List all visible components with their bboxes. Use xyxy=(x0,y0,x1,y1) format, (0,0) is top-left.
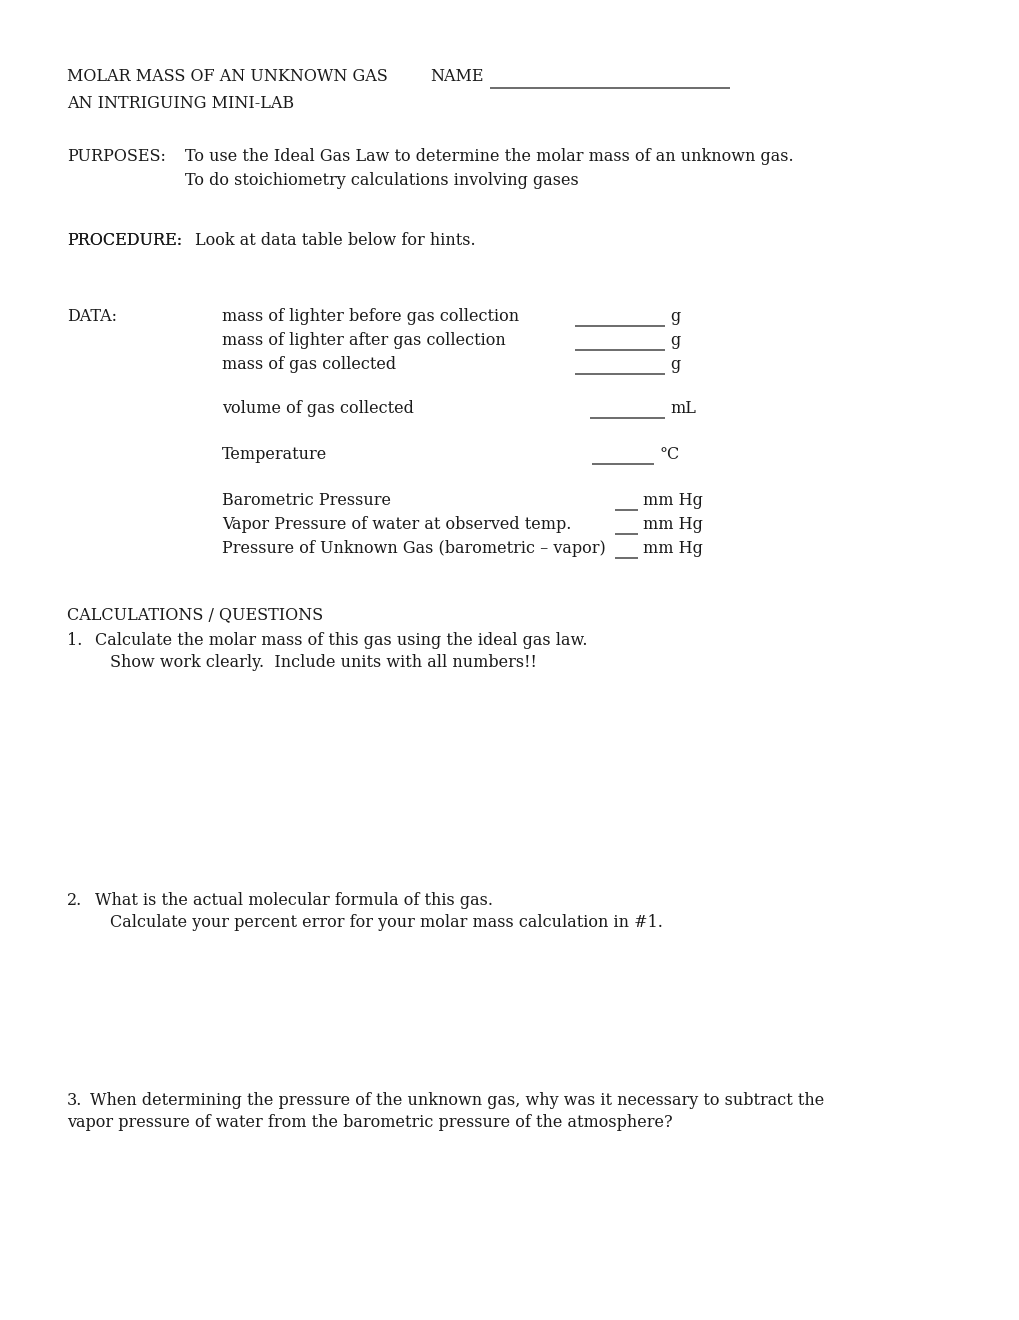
Text: To do stoichiometry calculations involving gases: To do stoichiometry calculations involvi… xyxy=(184,172,578,189)
Text: PROCEDURE:: PROCEDURE: xyxy=(67,232,182,249)
Text: NAME: NAME xyxy=(430,69,483,84)
Text: Barometric Pressure: Barometric Pressure xyxy=(222,492,390,510)
Text: Calculate the molar mass of this gas using the ideal gas law.: Calculate the molar mass of this gas usi… xyxy=(95,632,587,649)
Text: g: g xyxy=(669,308,680,325)
Text: vapor pressure of water from the barometric pressure of the atmosphere?: vapor pressure of water from the baromet… xyxy=(67,1114,672,1131)
Text: To use the Ideal Gas Law to determine the molar mass of an unknown gas.: To use the Ideal Gas Law to determine th… xyxy=(184,148,793,165)
Text: mm Hg: mm Hg xyxy=(642,492,702,510)
Text: 3.: 3. xyxy=(67,1092,83,1109)
Text: CALCULATIONS / QUESTIONS: CALCULATIONS / QUESTIONS xyxy=(67,606,323,623)
Text: Show work clearly.  Include units with all numbers!!: Show work clearly. Include units with al… xyxy=(110,653,536,671)
Text: mass of gas collected: mass of gas collected xyxy=(222,356,395,374)
Text: g: g xyxy=(669,356,680,374)
Text: Pressure of Unknown Gas (barometric – vapor): Pressure of Unknown Gas (barometric – va… xyxy=(222,540,605,557)
Text: volume of gas collected: volume of gas collected xyxy=(222,400,414,417)
Text: Calculate your percent error for your molar mass calculation in #1.: Calculate your percent error for your mo… xyxy=(110,913,662,931)
Text: mm Hg: mm Hg xyxy=(642,540,702,557)
Text: mass of lighter before gas collection: mass of lighter before gas collection xyxy=(222,308,519,325)
Text: mL: mL xyxy=(669,400,695,417)
Text: °C: °C xyxy=(659,446,680,463)
Text: PURPOSES:: PURPOSES: xyxy=(67,148,166,165)
Text: mass of lighter after gas collection: mass of lighter after gas collection xyxy=(222,333,505,348)
Text: 2.: 2. xyxy=(67,892,83,909)
Text: PROCEDURE:: PROCEDURE: xyxy=(67,232,182,249)
Text: 1.: 1. xyxy=(67,632,83,649)
Text: g: g xyxy=(669,333,680,348)
Text: What is the actual molecular formula of this gas.: What is the actual molecular formula of … xyxy=(95,892,492,909)
Text: mm Hg: mm Hg xyxy=(642,516,702,533)
Text: Look at data table below for hints.: Look at data table below for hints. xyxy=(195,232,475,249)
Text: Temperature: Temperature xyxy=(222,446,327,463)
Text: AN INTRIGUING MINI-LAB: AN INTRIGUING MINI-LAB xyxy=(67,95,293,112)
Text: Vapor Pressure of water at observed temp.: Vapor Pressure of water at observed temp… xyxy=(222,516,571,533)
Text: DATA:: DATA: xyxy=(67,308,117,325)
Text: When determining the pressure of the unknown gas, why was it necessary to subtra: When determining the pressure of the unk… xyxy=(90,1092,823,1109)
Text: MOLAR MASS OF AN UNKNOWN GAS: MOLAR MASS OF AN UNKNOWN GAS xyxy=(67,69,387,84)
